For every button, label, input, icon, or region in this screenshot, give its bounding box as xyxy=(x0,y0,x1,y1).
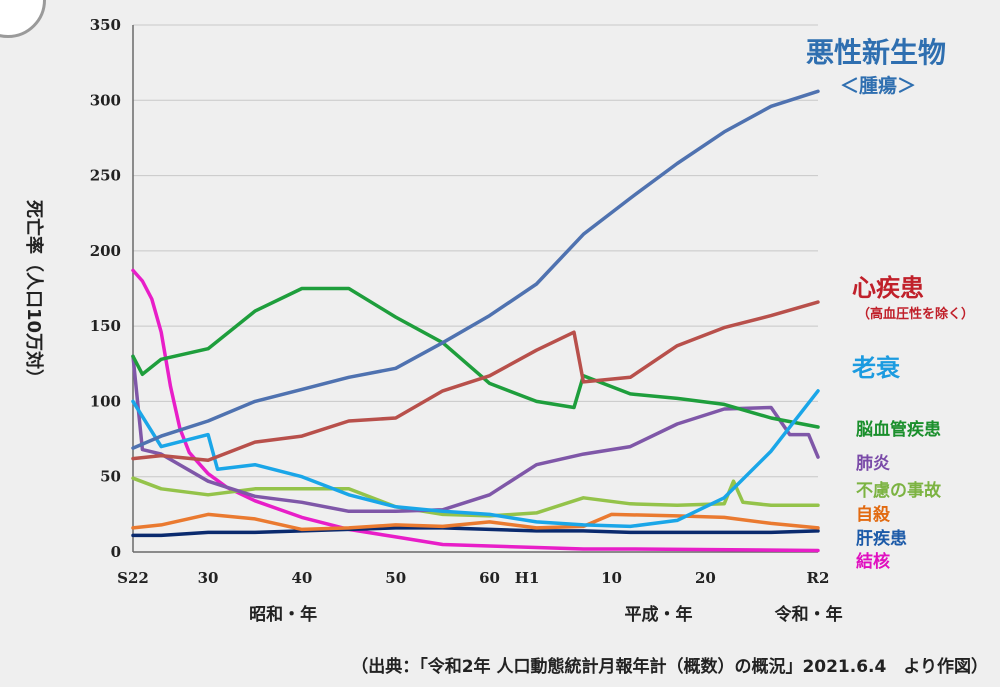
series-sublabel-0: ＜腫瘍＞ xyxy=(840,74,916,97)
x-tick-60: 60 xyxy=(479,569,500,587)
series-lines xyxy=(131,89,820,553)
era-label-1: 平成・年 xyxy=(624,604,692,625)
series-label-2: 老衰 xyxy=(852,354,901,382)
x-tick-20: 20 xyxy=(695,569,716,587)
series-line-5 xyxy=(131,476,820,518)
axes xyxy=(132,25,818,553)
series-label-6: 自殺 xyxy=(856,504,891,525)
x-tick-labels: S22 30 40 50 60 H1 10 20 R2 xyxy=(117,569,829,587)
series-line-3 xyxy=(131,286,820,429)
series-label-8: 結核 xyxy=(856,551,890,572)
x-tick-30: 30 xyxy=(198,569,219,587)
series-labels: 悪性新生物 ＜腫瘍＞ 心疾患 （高血圧性を除く） 老衰脳血管疾患肺炎不慮の事故自殺肝疾患… xyxy=(806,36,974,572)
series-line-1 xyxy=(131,300,820,462)
y-tick-50: 50 xyxy=(100,468,121,486)
series-label-0: 悪性新生物 xyxy=(806,36,946,69)
era-label-0: 昭和・年 xyxy=(249,604,317,625)
series-label-1: 心疾患 xyxy=(852,274,924,302)
y-axis-label: 死亡率（人口10万対） xyxy=(23,200,45,387)
y-tick-100: 100 xyxy=(90,392,121,410)
source-citation: （出典：「令和2年 人口動態統計月報年計（概数）の概況」2021.6.4 より作… xyxy=(351,656,988,677)
series-label-3: 脳血管疾患 xyxy=(856,419,941,440)
y-tick-350: 350 xyxy=(90,16,121,34)
y-tick-labels: 0 50 100 150 200 250 300 350 xyxy=(90,16,121,561)
y-tick-0: 0 xyxy=(111,543,121,561)
x-tick-S22: S22 xyxy=(117,569,149,587)
series-label-5: 不慮の事故 xyxy=(856,480,942,501)
series-sublabel-1: （高血圧性を除く） xyxy=(857,306,974,322)
series-line-4 xyxy=(131,354,820,514)
x-tick-10: 10 xyxy=(601,569,622,587)
x-tick-40: 40 xyxy=(291,569,312,587)
series-line-6 xyxy=(131,512,820,532)
series-line-0 xyxy=(131,89,820,450)
series-label-7: 肝疾患 xyxy=(856,528,907,549)
era-label-2: 令和・年 xyxy=(775,604,843,625)
y-tick-150: 150 xyxy=(90,317,121,335)
series-line-7 xyxy=(131,526,820,538)
x-tick-50: 50 xyxy=(385,569,406,587)
series-label-4: 肺炎 xyxy=(856,454,890,474)
y-tick-300: 300 xyxy=(90,91,121,109)
y-tick-200: 200 xyxy=(90,242,121,260)
x-tick-H1: H1 xyxy=(515,569,540,587)
x-tick-R2: R2 xyxy=(807,569,830,587)
era-labels: 昭和・年 平成・年 令和・年 xyxy=(249,604,842,625)
y-tick-250: 250 xyxy=(90,167,121,185)
series-line-8 xyxy=(131,268,820,553)
